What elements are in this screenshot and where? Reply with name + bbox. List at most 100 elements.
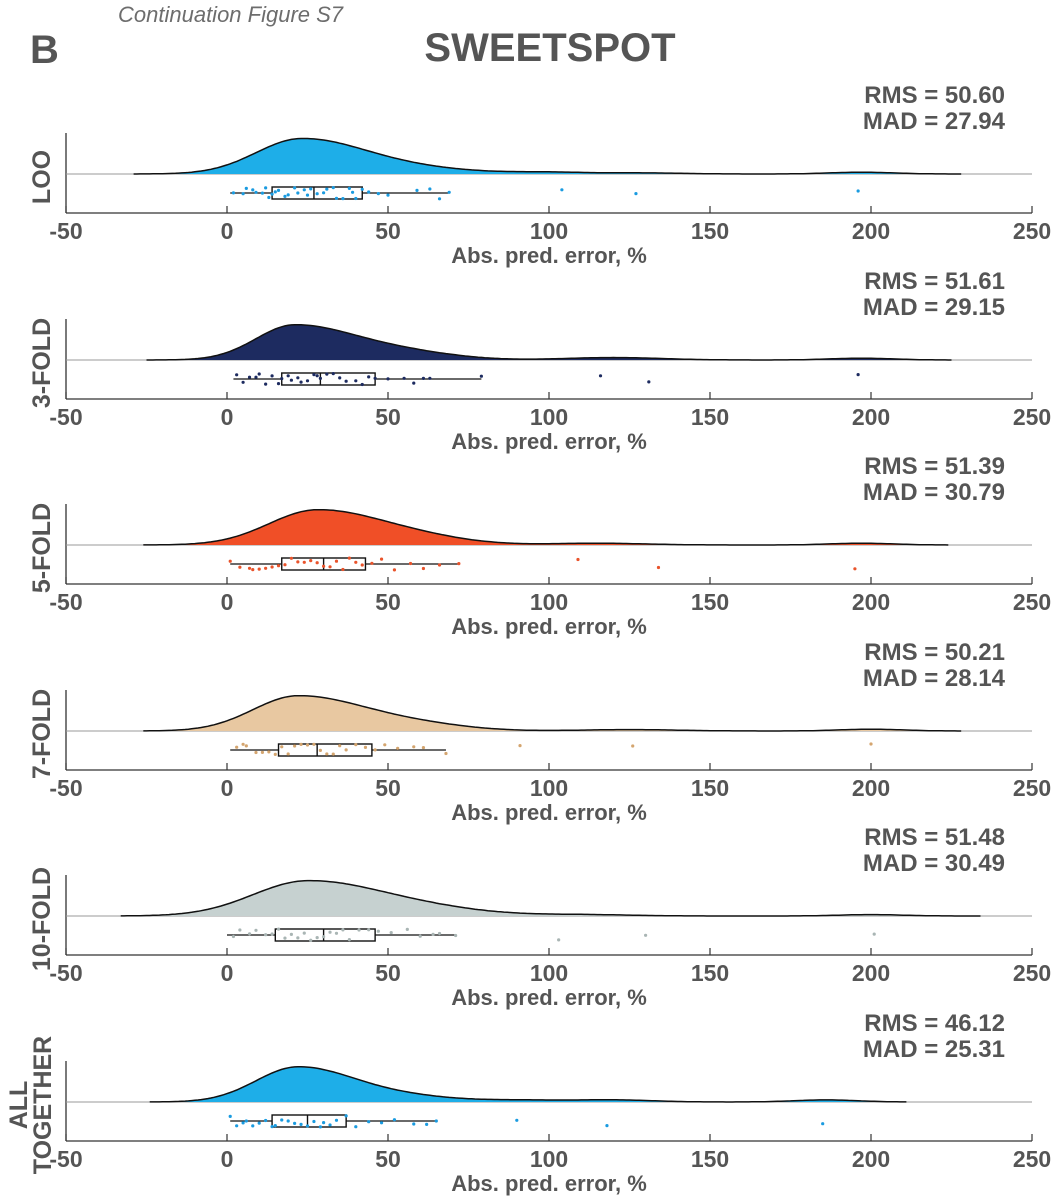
panel-label: LOO — [28, 150, 56, 204]
data-point — [647, 380, 651, 384]
data-point — [376, 192, 380, 196]
data-point — [354, 379, 358, 383]
data-point — [421, 376, 426, 380]
panel-label-line: TOGETHER — [29, 1036, 57, 1174]
data-point — [305, 743, 310, 747]
data-point — [264, 933, 268, 937]
data-point — [515, 1118, 519, 1122]
data-point — [389, 931, 393, 935]
x-tick-label: 50 — [375, 960, 401, 986]
x-tick-label: 200 — [852, 960, 890, 986]
data-point — [634, 192, 638, 196]
data-point — [344, 748, 348, 752]
data-point — [241, 742, 245, 746]
x-tick-label: 150 — [691, 218, 729, 244]
data-point — [322, 564, 326, 568]
density-outline — [149, 1066, 907, 1103]
data-point — [270, 374, 274, 378]
data-point — [373, 376, 377, 380]
data-point — [228, 1114, 232, 1118]
data-point — [421, 566, 426, 571]
data-point — [267, 195, 271, 200]
data-point — [856, 189, 860, 193]
data-point — [367, 190, 371, 194]
x-axis-label: Abs. pred. error, % — [451, 614, 647, 639]
data-point — [605, 1124, 609, 1128]
data-point — [276, 564, 281, 568]
x-tick-label: 250 — [1013, 1146, 1051, 1172]
x-tick-label: 0 — [221, 404, 234, 430]
data-point — [296, 936, 300, 940]
data-point — [289, 556, 293, 560]
mad-value: MAD = 30.49 — [863, 850, 1005, 877]
data-point — [257, 567, 261, 571]
density-cloud — [143, 509, 949, 545]
data-point — [392, 1118, 397, 1122]
data-point — [309, 187, 313, 191]
data-point — [328, 930, 332, 934]
data-point — [347, 556, 351, 560]
data-point — [273, 752, 277, 757]
data-point — [454, 933, 458, 938]
data-point — [322, 1121, 326, 1125]
data-point — [437, 563, 442, 567]
data-point — [379, 1121, 384, 1125]
data-point — [341, 928, 345, 932]
x-tick-label: -50 — [49, 1146, 82, 1172]
panel-label-line: ALL — [5, 1081, 33, 1130]
x-tick-label: 0 — [221, 960, 234, 986]
x-tick-label: 0 — [221, 775, 234, 801]
data-point — [376, 929, 380, 933]
data-point — [276, 927, 281, 931]
x-tick-label: -50 — [49, 404, 82, 430]
figure-caption: Continuation Figure S7 — [118, 2, 344, 27]
x-tick-label: 100 — [530, 960, 568, 986]
data-point — [286, 374, 290, 378]
data-point — [341, 567, 345, 572]
data-point — [254, 928, 258, 932]
data-point — [302, 931, 306, 935]
x-tick-label: 50 — [375, 1146, 401, 1172]
x-tick-label: 100 — [530, 589, 568, 615]
data-point — [251, 1124, 255, 1128]
data-point — [479, 374, 483, 378]
panel-label: ALLTOGETHER — [5, 1036, 57, 1174]
data-point — [457, 562, 461, 566]
density-outline — [146, 323, 952, 361]
data-point — [444, 751, 448, 756]
data-point — [286, 1119, 290, 1123]
data-point — [331, 752, 335, 756]
data-point — [302, 188, 306, 192]
data-point — [338, 376, 342, 380]
data-point — [437, 197, 442, 201]
data-point — [280, 745, 284, 749]
data-point — [338, 744, 342, 748]
x-tick-label: 200 — [852, 218, 890, 244]
box-iqr — [277, 743, 373, 757]
x-tick-label: 200 — [852, 775, 890, 801]
data-point — [357, 928, 361, 932]
data-point — [299, 1122, 303, 1126]
panel-10-fold: -50 0 50 100 150 200 250 Abs. pred. error, % 10-… — [28, 824, 1051, 1010]
data-point — [360, 382, 364, 387]
data-point — [276, 188, 281, 192]
density-outline — [133, 137, 962, 175]
data-point — [447, 190, 451, 194]
x-tick-label: 200 — [852, 589, 890, 615]
data-point — [576, 557, 580, 562]
x-tick-label: 50 — [375, 589, 401, 615]
data-point — [415, 188, 419, 192]
x-tick-label: 50 — [375, 218, 401, 244]
data-point — [598, 374, 603, 378]
x-tick-label: 250 — [1013, 218, 1051, 244]
data-point — [856, 373, 860, 377]
data-point — [260, 750, 265, 755]
data-point — [354, 743, 358, 747]
rms-value: RMS = 51.48 — [864, 824, 1005, 851]
data-point — [354, 1125, 358, 1129]
data-point — [264, 566, 268, 570]
panel-label-line: 7-FOLD — [28, 689, 56, 779]
data-point — [247, 566, 252, 570]
data-point — [370, 561, 374, 565]
x-tick-label: 150 — [691, 775, 729, 801]
